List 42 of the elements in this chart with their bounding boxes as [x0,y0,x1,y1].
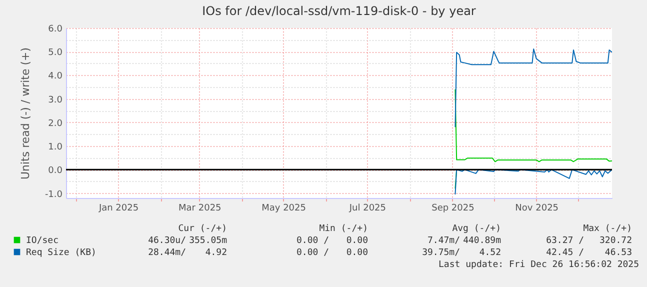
text: 0.00 / [296,248,329,258]
text: 46.53 [604,248,632,258]
text: 7.47m/ [427,236,460,246]
y-tick-label: 6.0 [48,24,63,34]
x-tick-label: Sep 2025 [432,204,474,214]
y-tick-label: 3.0 [48,95,63,106]
text: 0.00 [346,248,368,258]
text: 39.75m/ [422,248,460,258]
text: 28.44m/ [148,248,186,258]
text: 0.00 / [296,236,329,246]
line-series [454,169,612,195]
text: Cur (-/+) [178,224,227,234]
text: 0.00 [346,236,368,246]
chart-title: IOs for /dev/local-ssd/vm-119-disk-0 - by year [202,4,476,18]
line-series [454,48,612,128]
text: 63.27 / [546,236,584,246]
y-tick-label: 4.0 [48,72,63,82]
x-tick-label: Nov 2025 [515,204,559,214]
text: 46.30u/ [148,236,186,246]
y-tick-label: 5.0 [48,48,63,58]
x-tick-label: Jan 2025 [98,204,139,214]
legend-label: IO/sec [26,236,59,246]
line-series [454,88,612,162]
text: 4.52 [479,248,501,258]
y-tick-label: 1.0 [48,142,63,153]
legend-label: Req Size (KB) [26,248,96,258]
text: Max (-/+) [583,224,632,234]
text: 4.92 [205,248,227,258]
y-tick-label: 2.0 [48,118,63,129]
text: 440.89m [463,236,501,246]
x-tick-label: Mar 2025 [178,204,222,214]
text: 355.05m [189,236,227,246]
text: Avg (-/+) [452,224,501,234]
text: Last update: Fri Dec 26 16:56:02 2025 [438,260,639,270]
text: Min (-/+) [319,224,368,234]
x-tick-label: May 2025 [262,204,306,214]
y-axis-title: Units read (-) / write (+) [18,47,32,180]
x-tick-label: Jul 2025 [348,204,386,214]
text: 42.45 / [546,248,584,258]
text: 320.72 [599,236,632,246]
y-tick-label: -1.0 [44,190,63,200]
y-tick-label: 0.0 [48,166,63,176]
